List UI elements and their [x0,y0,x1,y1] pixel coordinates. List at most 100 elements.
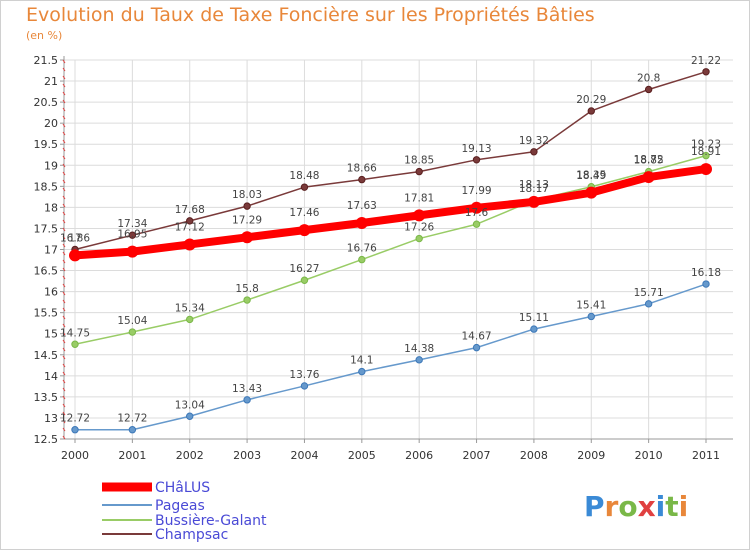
axis-mark [62,195,66,200]
data-point [700,163,712,176]
data-point [300,382,309,390]
data-label: 17.12 [175,221,205,233]
data-label: 14.67 [462,331,492,343]
data-point [186,412,194,420]
axis-mark [62,379,66,384]
data-label: 20.29 [576,94,606,106]
data-label: 18.72 [634,154,664,166]
axis-mark [62,355,66,360]
data-label: 12.72 [60,413,90,425]
axis-mark [62,155,66,160]
y-tick-label: 17 [44,244,58,257]
axis-mark [62,179,66,184]
axis-mark [62,227,66,232]
data-point [355,216,368,229]
x-tick-label: 2006 [405,449,433,462]
data-label: 17.34 [117,218,147,230]
axis-mark [62,283,66,288]
data-label: 16.18 [691,267,721,279]
data-label: 18.66 [347,163,377,175]
data-label: 18.13 [519,179,549,191]
axis-mark [62,235,66,240]
axis-mark [62,171,66,176]
y-tick-label: 14 [44,370,58,383]
axis-mark [62,411,66,416]
data-point [530,325,538,333]
data-label: 17.81 [404,192,434,204]
axis-mark [62,259,66,264]
axis-mark [62,219,66,224]
data-point [183,238,196,251]
unit-label: (en %) [26,29,63,42]
data-point [69,249,81,262]
axis-mark [62,211,66,216]
axis-mark [62,331,66,336]
data-label: 15.8 [235,283,258,295]
data-label: 15.04 [117,315,147,327]
x-tick-label: 2000 [61,449,89,462]
data-point [702,68,710,76]
series-line-Pageas [75,283,707,431]
x-tick-label: 2004 [290,449,318,462]
data-point [642,171,655,184]
axis-mark [62,83,66,88]
series-line-CHâLUS [74,165,707,260]
axis-mark [62,323,66,328]
axis-mark [62,163,66,168]
data-label: 19.23 [691,139,721,151]
data-point [243,296,251,304]
data-point [644,85,653,94]
data-label: 17.68 [175,204,205,216]
data-label: 17.26 [404,222,434,234]
legend-label: Champsac [155,527,228,543]
y-tick-label: 21.5 [34,54,59,67]
data-label: 14.38 [404,343,434,355]
data-point [527,195,540,208]
data-point [587,312,595,321]
axis-mark [62,315,66,320]
data-point [241,231,254,244]
data-point [415,167,423,176]
axis-mark [62,275,66,280]
data-point [530,148,538,156]
data-point [472,220,481,228]
data-label: 16.95 [117,229,147,241]
y-tick-label: 12.5 [34,433,59,446]
axis-mark [62,187,66,192]
data-label: 12.72 [117,413,147,425]
axis-mark [62,435,66,440]
y-tick-label: 16.5 [34,265,59,278]
x-tick-label: 2003 [233,449,261,462]
axis-mark [62,403,66,408]
data-label: 18.48 [289,170,319,182]
x-tick-label: 2007 [463,449,491,462]
data-point [126,245,139,258]
axis-mark [62,67,66,72]
data-label: 13.43 [232,383,262,395]
axis-mark [62,107,66,112]
data-label: 17.6 [465,207,489,219]
legend-label: CHâLUS [155,480,210,496]
y-tick-label: 18.5 [34,180,59,193]
proxiti-logo: Proxiti [584,490,688,523]
data-point [415,234,423,243]
data-point [358,175,366,184]
y-tick-label: 13.5 [34,391,59,404]
data-label: 19.32 [519,135,549,147]
data-point [415,356,423,364]
y-tick-label: 20.5 [34,96,59,109]
data-point [128,426,137,434]
y-tick-label: 17.5 [34,222,59,235]
x-tick-label: 2011 [692,449,720,462]
data-label: 18.85 [634,155,664,167]
data-label: 17.99 [462,185,492,197]
data-point [298,224,311,237]
chart-title: Evolution du Taux de Taxe Foncière sur l… [26,4,595,26]
x-tick-label: 2008 [520,449,548,462]
axis-mark [62,91,66,96]
data-label: 16.76 [347,243,377,255]
axis-mark [62,251,66,256]
axis-mark [62,347,66,352]
data-label: 18.85 [404,155,434,167]
